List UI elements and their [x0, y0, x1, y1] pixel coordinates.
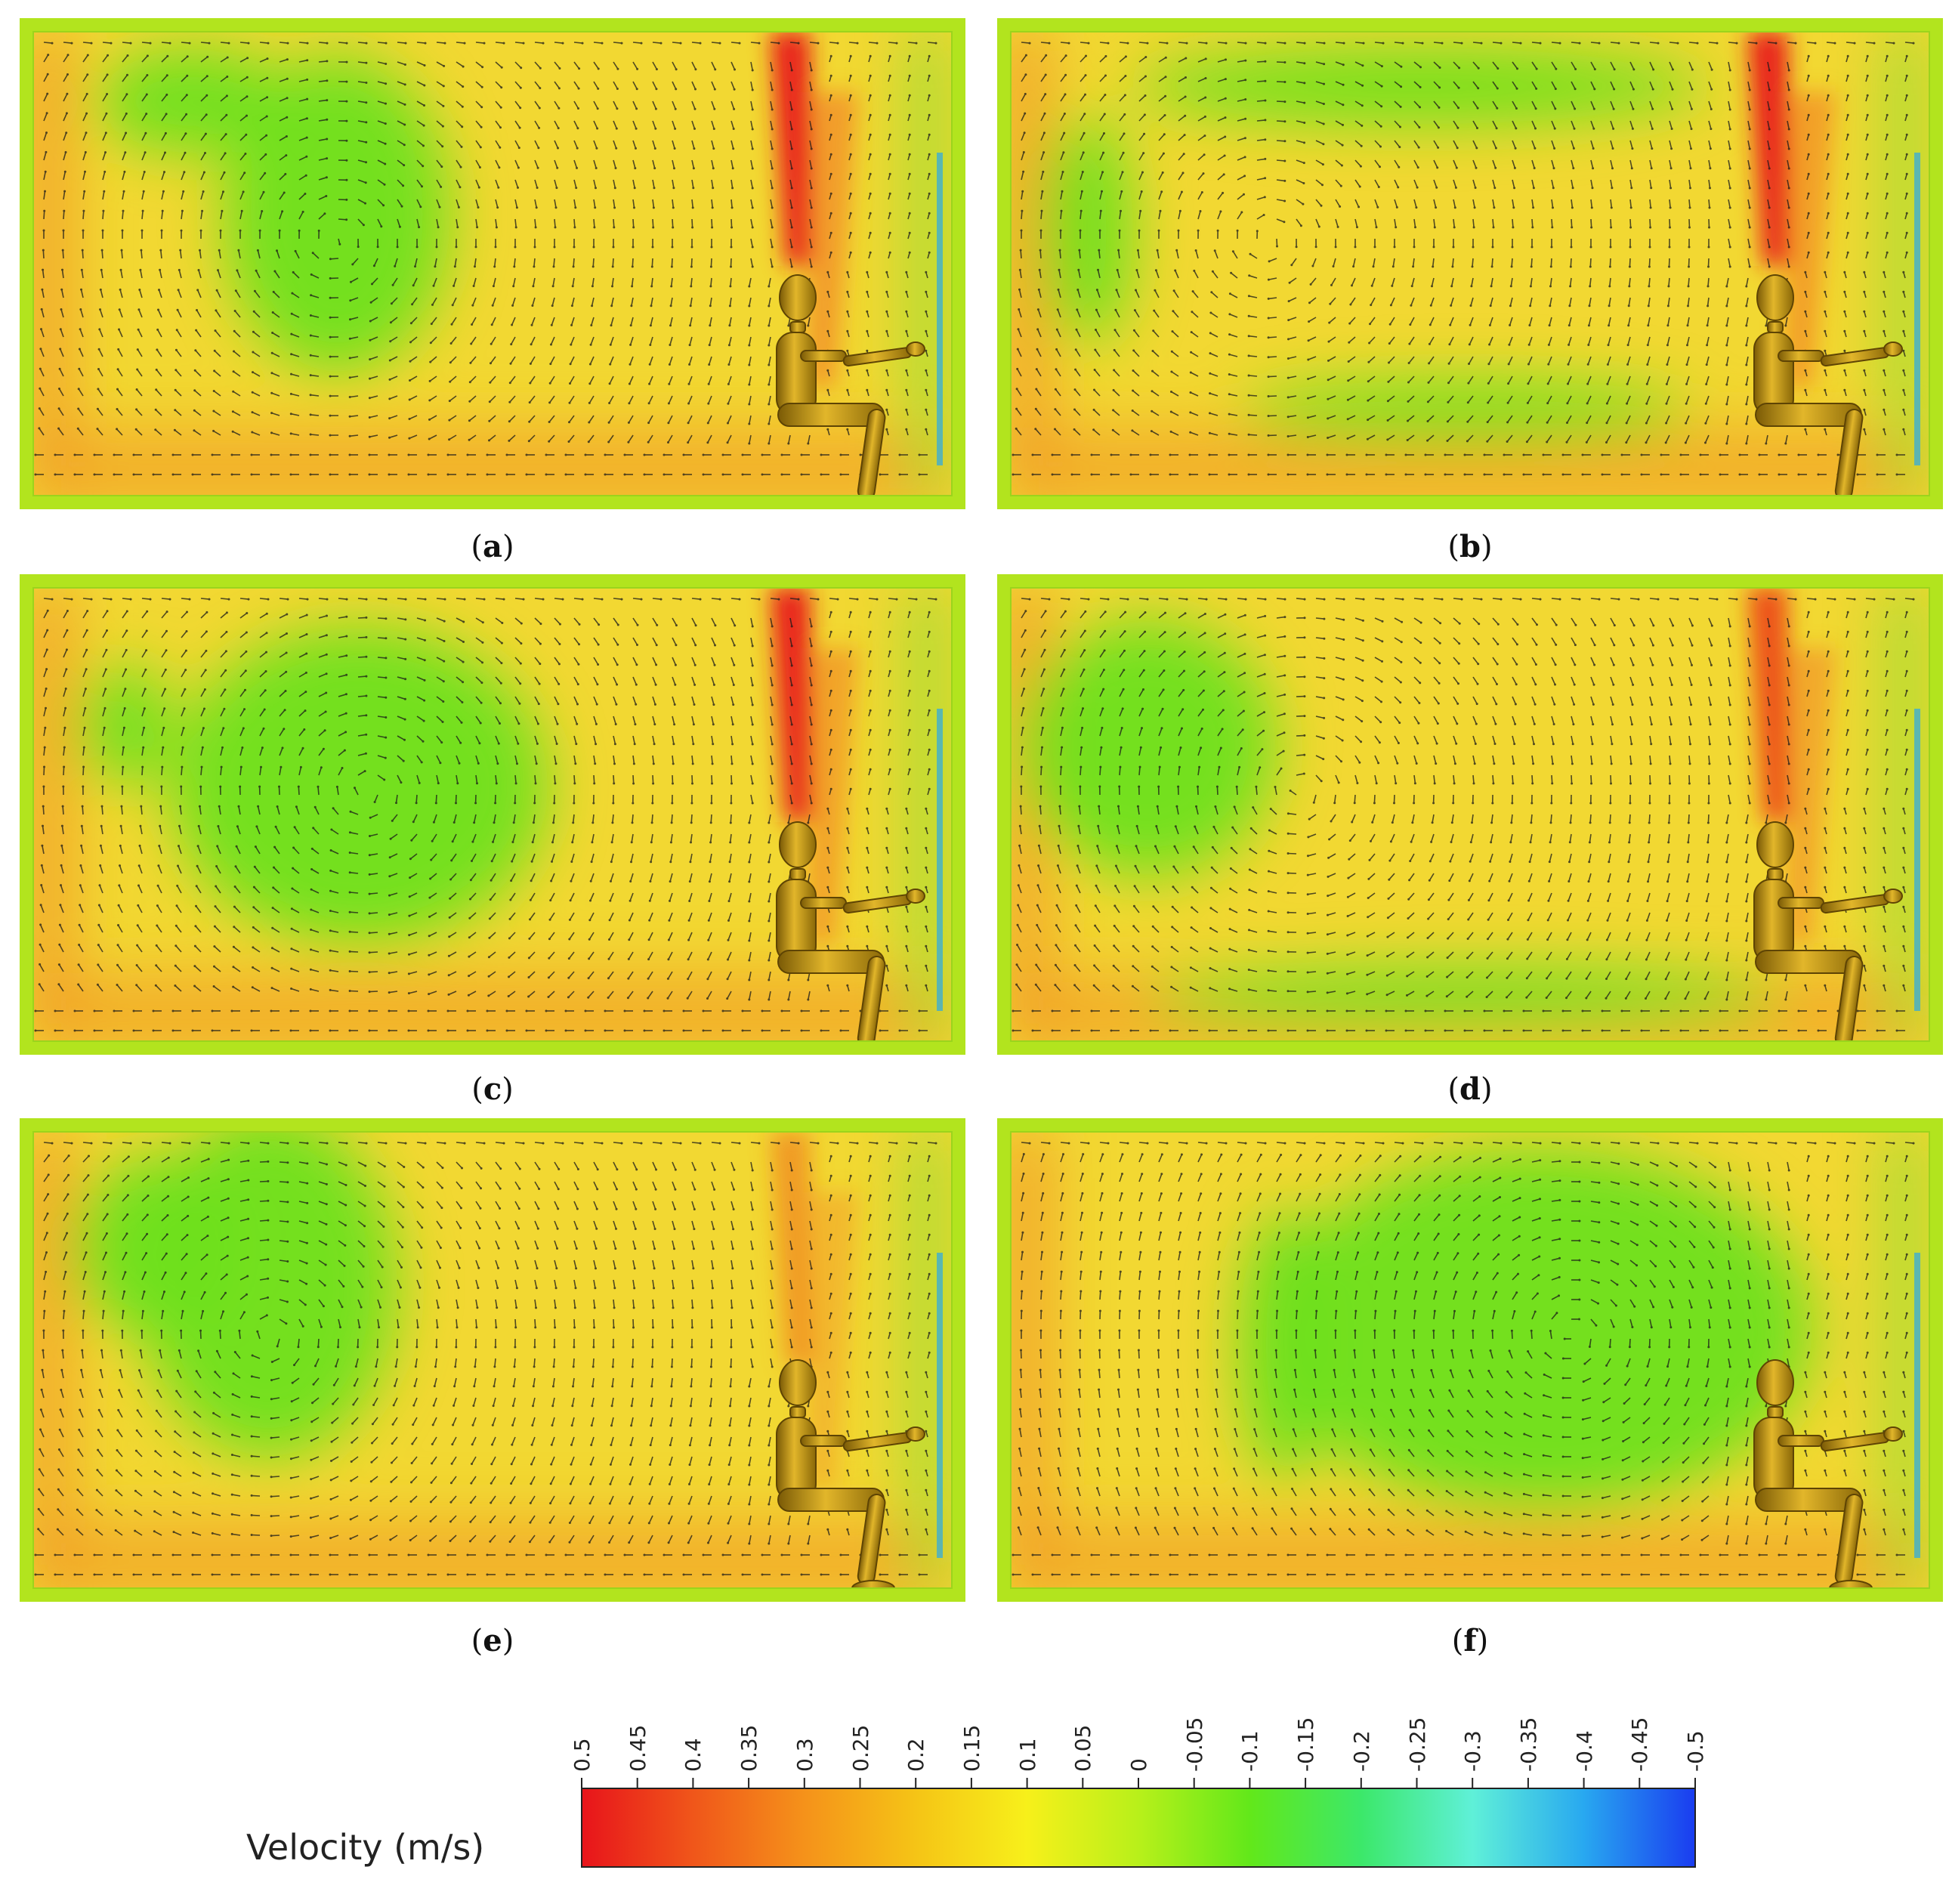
flow-panel-a	[20, 18, 965, 509]
colorbar-tick-label: 0	[1126, 1758, 1151, 1772]
flow-panel-f	[997, 1118, 1943, 1602]
colorbar-tick-label: 0.5	[570, 1738, 595, 1772]
colorbar-tick-label: -0.15	[1293, 1717, 1319, 1772]
flow-panel-b	[997, 18, 1943, 509]
caption-letter-e: e	[483, 1623, 502, 1658]
colorbar-tick-label: -0.05	[1181, 1717, 1207, 1772]
colorbar-tick-label: 0.35	[737, 1724, 762, 1772]
caption-letter-f: f	[1463, 1623, 1477, 1658]
manikin-d	[1753, 821, 1903, 1041]
manikin-c	[776, 821, 925, 1041]
colorbar-tick-label: 0.25	[848, 1724, 873, 1772]
caption-a: (a)	[471, 529, 514, 564]
legend-colorbar	[581, 1778, 1696, 1868]
colorbar-tick-label: -0.5	[1683, 1730, 1708, 1772]
colorbar-gradient	[581, 1788, 1696, 1868]
manikin-a	[776, 274, 925, 496]
legend-title: Velocity (m/s)	[246, 1827, 485, 1868]
manikin-e	[776, 1359, 925, 1588]
colorbar-tick-label: -0.3	[1460, 1730, 1486, 1772]
caption-letter-d: d	[1459, 1071, 1481, 1107]
colorbar-tick-label: -0.2	[1348, 1730, 1374, 1772]
colorbar-tick-label: -0.1	[1237, 1730, 1263, 1772]
colorbar-tick-label: -0.4	[1571, 1730, 1597, 1772]
colorbar-tick-label: -0.35	[1515, 1717, 1541, 1772]
flow-panel-e	[20, 1118, 965, 1602]
colorbar-tick-label: 0.1	[1015, 1738, 1040, 1772]
caption-d: (d)	[1447, 1071, 1493, 1107]
caption-e: (e)	[471, 1623, 514, 1658]
colorbar-tick-label: 0.15	[959, 1724, 984, 1772]
colorbar-tick-label: -0.45	[1627, 1717, 1653, 1772]
caption-b: (b)	[1447, 529, 1493, 564]
velocity-contour-d	[997, 574, 1943, 1055]
colorbar-tick-label: -0.25	[1404, 1717, 1430, 1772]
velocity-contour-e	[20, 1118, 965, 1602]
caption-c: (c)	[471, 1071, 514, 1107]
colorbar-tick-label: 0.3	[792, 1738, 817, 1772]
velocity-contour-c	[20, 574, 965, 1055]
caption-f: (f)	[1451, 1623, 1489, 1658]
flow-panel-d	[997, 574, 1943, 1055]
colorbar-tick-label: 0.45	[625, 1724, 650, 1772]
colorbar-tick-label: 0.2	[903, 1738, 929, 1772]
caption-letter-a: a	[483, 529, 502, 564]
colorbar-tick-label: 0.05	[1070, 1724, 1096, 1772]
colorbar-tick-label: 0.4	[681, 1738, 706, 1772]
flow-panel-c	[20, 574, 965, 1055]
caption-letter-c: c	[483, 1071, 502, 1107]
velocity-contour-f	[997, 1118, 1943, 1602]
velocity-contour-b	[997, 18, 1943, 509]
manikin-f	[1753, 1359, 1903, 1588]
manikin-b	[1753, 274, 1903, 496]
velocity-contour-a	[20, 18, 965, 509]
caption-letter-b: b	[1459, 529, 1481, 564]
